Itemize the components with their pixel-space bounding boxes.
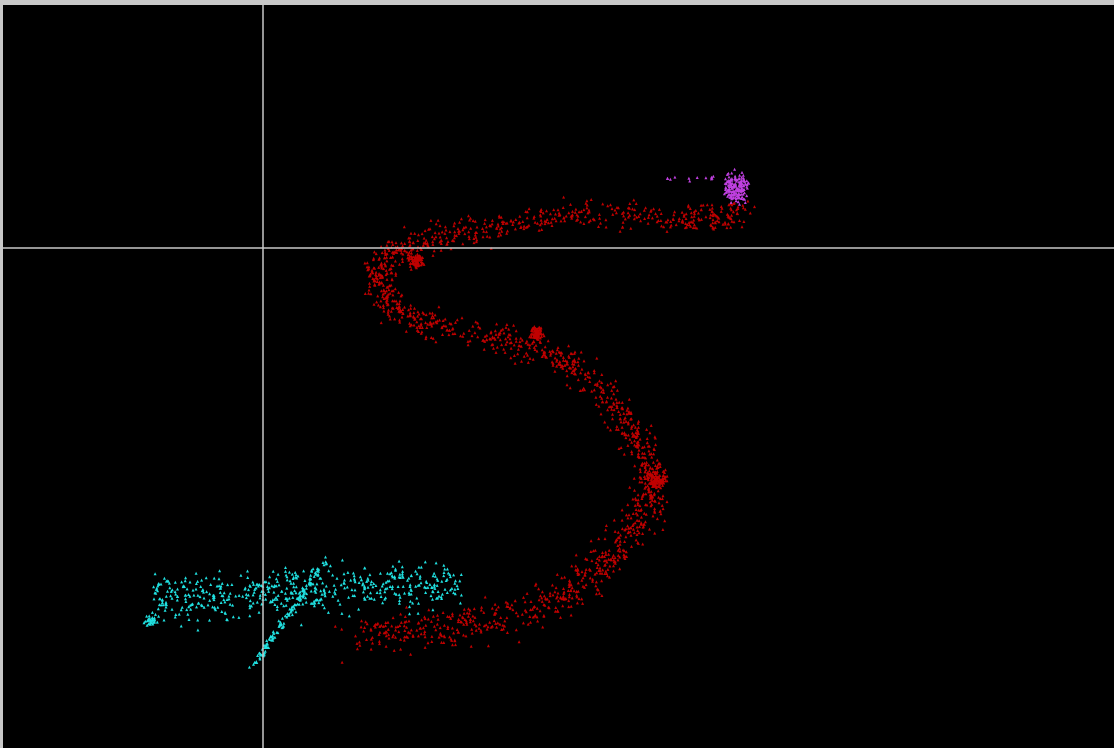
point-cluster-cyan bbox=[142, 555, 463, 669]
point-cloud-view bbox=[3, 5, 1114, 748]
background bbox=[3, 5, 1114, 748]
point-cluster-magenta bbox=[665, 167, 751, 206]
